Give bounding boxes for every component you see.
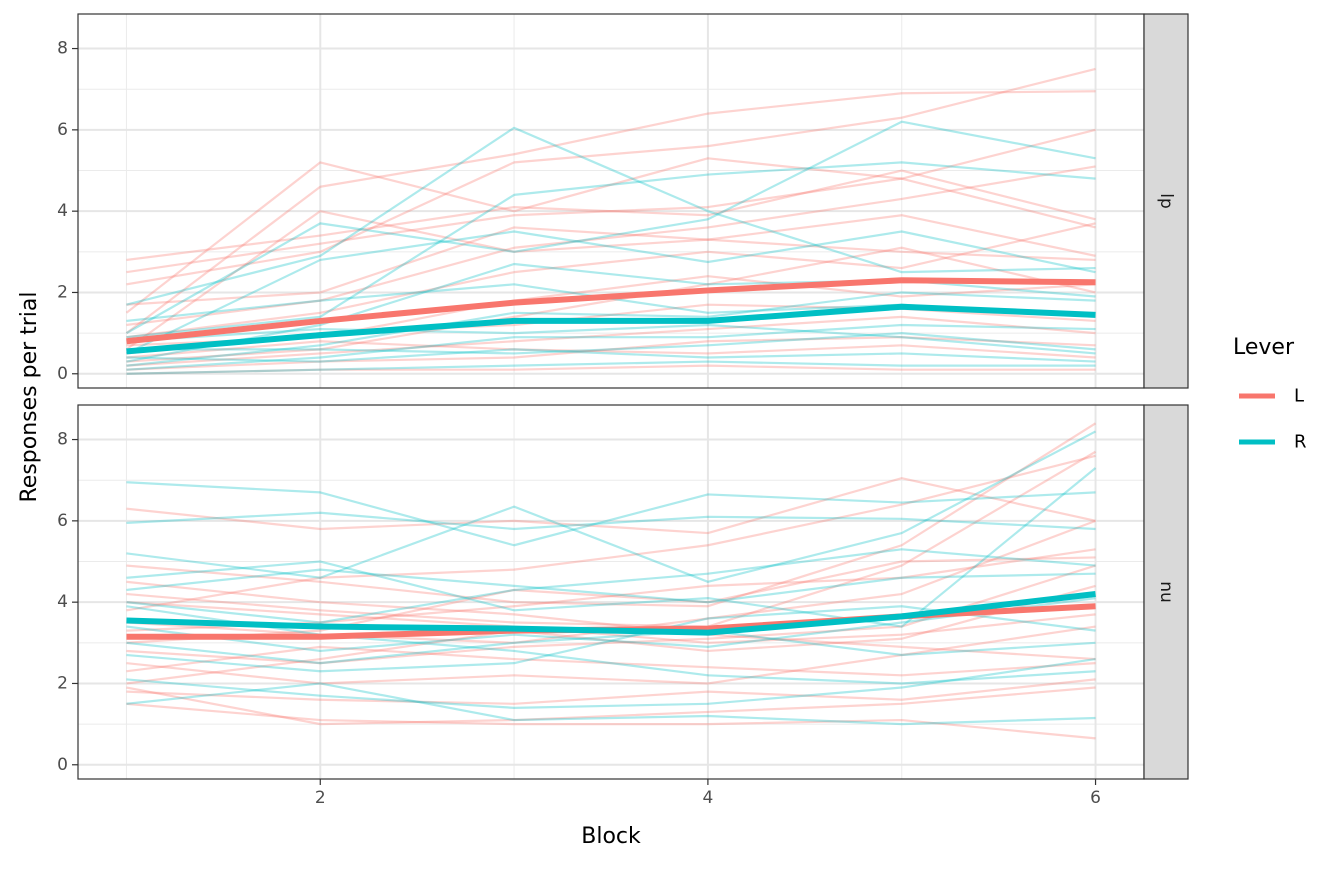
panel-lp-subject-line-l-4 (125, 210, 1096, 351)
strip-nu-label: nu (1156, 581, 1176, 603)
panel-nu-subject-line-l-8 (126, 625, 1096, 685)
panel-lp-subject-line-r-23 (126, 332, 1096, 355)
panel-lp-mean-line-l (126, 277, 1096, 345)
panel-nu-subject-line-r-27 (126, 629, 1096, 665)
panel-lp-subject-line-r-24 (126, 360, 1096, 375)
panel-nu-subject-line-r-21 (126, 597, 1096, 653)
panel-lp-subject-line-l-9 (126, 315, 1096, 367)
legend-label-r: R (1294, 432, 1307, 453)
panel-lp-y-tick-label: 2 (57, 282, 68, 302)
panel-nu-subject-line-l-12 (126, 645, 1096, 677)
panel-lp-y-tick-label: 0 (57, 364, 68, 384)
panel-nu-y-tick-label: 6 (57, 511, 68, 531)
y-axis-title: Responses per trial (17, 291, 42, 502)
panel-nu-subject-line-l-0 (126, 477, 1096, 535)
panel-nu-subject-line-r-24 (126, 682, 1096, 726)
legend: Lever LR (1233, 335, 1307, 453)
panel-nu-subject-line-l-9 (126, 454, 1096, 612)
panel-lp-mean-line-r (126, 303, 1096, 355)
x-tick-label: 2 (315, 788, 326, 808)
panel-lp: lp 0 2 4 6 8 (57, 13, 1189, 389)
panel-nu-y-tick-label: 0 (57, 755, 68, 775)
panel-lp-subject-line-l-13 (126, 364, 1096, 375)
strip-lp-box (1143, 13, 1189, 389)
panel-lp-subject-line-r-21 (126, 291, 1096, 367)
panel-lp-subject-line-l-11 (126, 222, 1096, 339)
panel-lp-subject-line-l-1 (126, 67, 1096, 286)
panel-lp-subject-line-l-2 (125, 128, 1096, 314)
panel-nu-subject-line-r-16 (126, 481, 1096, 547)
panel-nu-y-tick-label: 2 (57, 673, 68, 693)
panel-nu: nu 0 2 4 6 8 (57, 404, 1189, 780)
panel-lp-grid (78, 14, 1144, 388)
panel-nu-subject-line-r-26 (126, 568, 1096, 604)
panel-nu-y-axis: 0 2 4 6 8 (57, 430, 78, 775)
panel-nu-subject-line-l-7 (126, 678, 1096, 705)
x-axis-title: Block (581, 824, 641, 849)
panel-lp-y-tick-label: 4 (57, 201, 68, 221)
legend-title: Lever (1233, 335, 1295, 360)
panel-lp-subject-line-r-19 (125, 230, 1096, 355)
panel-nu-subject-line-l-5 (126, 584, 1096, 685)
panel-lp-y-tick-label: 8 (57, 39, 68, 59)
panel-nu-subject-line-r-23 (126, 657, 1096, 709)
panel-nu-subject-line-l-2 (126, 450, 1097, 628)
panel-nu-subject-line-r-25 (126, 605, 1096, 685)
panel-lp-subject-line-l-14 (126, 214, 1096, 306)
panel-nu-subject-line-l-1 (126, 422, 1097, 608)
panel-lp-subject-line-r-26 (126, 323, 1096, 355)
panel-lp-subject-line-r-16 (126, 126, 1096, 306)
panel-lp-y-tick-label: 6 (57, 120, 68, 140)
panel-nu-y-tick-label: 8 (57, 430, 68, 450)
panel-lp-y-axis: 0 2 4 6 8 (57, 39, 78, 384)
panel-nu-individual-lines (126, 422, 1097, 740)
panel-nu-subject-line-l-6 (126, 702, 1096, 740)
strip-lp: lp (1143, 13, 1189, 389)
panel-nu-mean-lines (126, 591, 1096, 640)
panel-nu-subject-line-r-17 (126, 511, 1096, 531)
panel-nu-mean-line-r (126, 591, 1096, 636)
panel-lp-mean-lines (126, 277, 1096, 355)
panel-lp-subject-line-l-3 (125, 90, 1096, 334)
panel-lp-subject-line-l-6 (126, 165, 1096, 327)
legend-label-l: L (1294, 386, 1304, 407)
strip-nu: nu (1143, 404, 1189, 780)
panel-nu-subject-line-r-20 (126, 548, 1096, 624)
strip-nu-box (1143, 404, 1189, 780)
panel-nu-grid (78, 405, 1144, 779)
x-tick-label: 4 (702, 788, 713, 808)
panel-lp-subject-line-l-7 (126, 246, 1096, 363)
panel-nu-subject-line-r-18 (126, 430, 1097, 583)
panel-lp-subject-line-l-5 (126, 177, 1096, 274)
panel-lp-subject-line-r-27 (126, 348, 1096, 363)
panel-lp-subject-line-r-22 (126, 323, 1096, 371)
panel-nu-subject-line-r-19 (126, 467, 1097, 628)
panel-lp-subject-line-l-10 (126, 336, 1096, 371)
panel-nu-subject-line-l-11 (126, 580, 1096, 661)
panel-lp-subject-line-r-18 (126, 161, 1096, 339)
panel-nu-background (78, 405, 1144, 779)
panel-nu-y-tick-label: 4 (57, 592, 68, 612)
legend-entries: LR (1239, 386, 1307, 453)
panel-lp-subject-line-l-0 (126, 169, 1096, 262)
panel-nu-subject-line-l-10 (126, 556, 1096, 644)
x-tick-label: 6 (1090, 788, 1101, 808)
panel-nu-subject-line-l-15 (126, 601, 1096, 644)
panel-lp-subject-line-l-12 (126, 340, 1096, 359)
x-axis: 2 4 6 (315, 779, 1101, 808)
panel-lp-subject-line-r-17 (125, 120, 1096, 335)
panel-nu-subject-line-l-14 (126, 686, 1096, 726)
strip-lp-label: lp (1156, 193, 1176, 209)
